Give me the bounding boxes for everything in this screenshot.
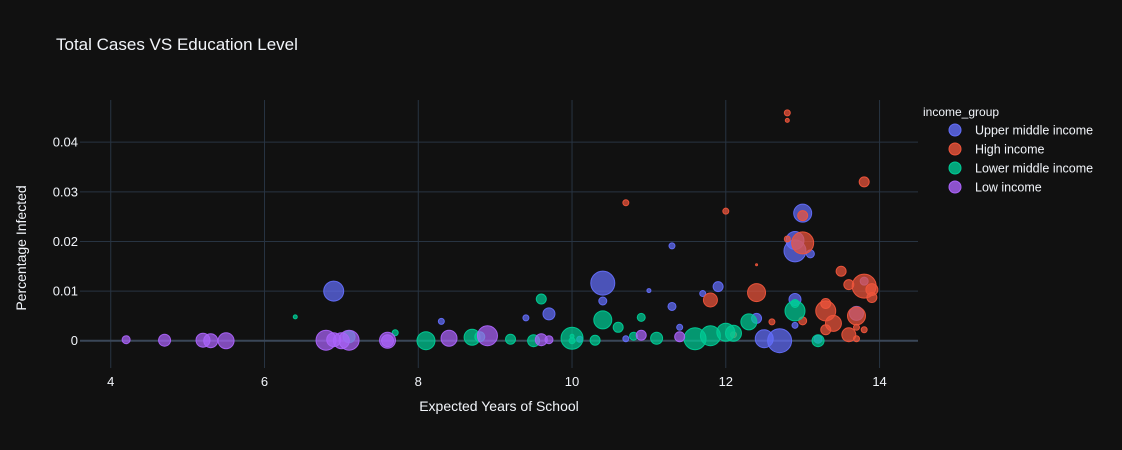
y-tick-label: 0 <box>71 333 78 348</box>
legend-label: Upper middle income <box>975 124 1093 138</box>
data-point[interactable] <box>622 335 630 343</box>
x-tick-label: 14 <box>872 374 886 389</box>
series-group <box>622 109 879 343</box>
data-point[interactable] <box>292 314 298 320</box>
data-point[interactable] <box>217 332 235 350</box>
legend-item[interactable]: Upper middle income <box>948 123 1093 138</box>
data-point[interactable] <box>203 333 219 349</box>
data-point[interactable] <box>416 331 436 351</box>
data-point[interactable] <box>590 270 616 296</box>
data-point[interactable] <box>544 335 554 345</box>
legend-marker <box>948 180 962 194</box>
data-point[interactable] <box>747 283 767 303</box>
data-point[interactable] <box>852 323 860 331</box>
legend-title: income_group <box>923 105 999 119</box>
data-point[interactable] <box>622 199 630 207</box>
data-point[interactable] <box>121 335 131 345</box>
data-point[interactable] <box>783 109 791 117</box>
data-points <box>121 109 879 354</box>
data-point[interactable] <box>568 337 576 345</box>
y-tick-label: 0.01 <box>53 284 78 299</box>
x-axis-title: Expected Years of School <box>419 398 579 414</box>
data-point[interactable] <box>767 328 793 354</box>
data-point[interactable] <box>440 329 458 347</box>
data-point[interactable] <box>338 329 360 351</box>
data-point[interactable] <box>783 235 791 243</box>
data-point[interactable] <box>589 334 601 346</box>
legend-marker <box>948 123 962 137</box>
data-point[interactable] <box>791 231 815 255</box>
data-point[interactable] <box>866 292 878 304</box>
data-point[interactable] <box>437 317 445 325</box>
tick-labels: 4 6 8 10 12 14 0 0.01 0.02 0.03 0.04 <box>53 135 887 389</box>
data-point[interactable] <box>699 290 707 298</box>
data-point[interactable] <box>835 265 847 277</box>
data-point[interactable] <box>381 334 395 348</box>
data-point[interactable] <box>811 334 825 348</box>
data-point[interactable] <box>593 310 613 330</box>
data-point[interactable] <box>846 306 866 326</box>
data-point[interactable] <box>505 333 517 345</box>
data-point[interactable] <box>791 321 799 329</box>
data-point[interactable] <box>158 333 172 347</box>
data-point[interactable] <box>674 331 686 343</box>
data-point[interactable] <box>646 288 652 294</box>
data-point[interactable] <box>724 324 742 342</box>
data-point[interactable] <box>636 312 646 322</box>
data-point[interactable] <box>820 324 832 336</box>
data-point[interactable] <box>635 329 647 341</box>
legend-item[interactable]: High income <box>948 142 1045 157</box>
data-point[interactable] <box>650 331 664 345</box>
data-point[interactable] <box>391 329 399 337</box>
data-point[interactable] <box>712 281 724 293</box>
data-point[interactable] <box>860 326 868 334</box>
data-point[interactable] <box>755 263 759 267</box>
legend-item[interactable]: Low income <box>948 180 1042 195</box>
data-point[interactable] <box>667 301 677 311</box>
data-point[interactable] <box>784 117 790 123</box>
data-point[interactable] <box>542 307 556 321</box>
data-point[interactable] <box>820 297 832 309</box>
data-point[interactable] <box>841 327 857 343</box>
legend-marker <box>948 161 962 175</box>
y-tick-label: 0.04 <box>53 135 78 150</box>
data-point[interactable] <box>858 176 870 188</box>
y-axis-title: Percentage Infected <box>13 185 29 310</box>
data-point[interactable] <box>598 296 608 306</box>
legend-label: High income <box>975 143 1045 157</box>
data-point[interactable] <box>768 318 776 326</box>
data-point[interactable] <box>476 325 498 347</box>
data-point[interactable] <box>676 323 684 331</box>
chart-title: Total Cases VS Education Level <box>56 35 298 54</box>
series-group <box>121 325 686 351</box>
data-point[interactable] <box>797 210 809 222</box>
legend[interactable]: income_group Upper middle income High inc… <box>923 105 1093 195</box>
x-tick-label: 12 <box>719 374 733 389</box>
data-point[interactable] <box>668 242 676 250</box>
data-point[interactable] <box>852 335 860 343</box>
data-point[interactable] <box>522 314 530 322</box>
legend-item[interactable]: Lower middle income <box>948 161 1093 176</box>
x-tick-label: 6 <box>261 374 268 389</box>
legend-label: Lower middle income <box>975 162 1093 176</box>
y-tick-label: 0.02 <box>53 234 78 249</box>
data-point[interactable] <box>535 293 547 305</box>
x-tick-label: 8 <box>415 374 422 389</box>
legend-marker <box>948 142 962 156</box>
x-tick-label: 4 <box>107 374 114 389</box>
x-tick-label: 10 <box>565 374 579 389</box>
data-point[interactable] <box>722 207 730 215</box>
data-point[interactable] <box>702 292 718 308</box>
y-tick-label: 0.03 <box>53 184 78 199</box>
data-point[interactable] <box>323 280 345 302</box>
data-point[interactable] <box>612 321 624 333</box>
legend-label: Low income <box>975 181 1042 195</box>
data-point[interactable] <box>740 313 758 331</box>
data-point[interactable] <box>790 298 800 308</box>
